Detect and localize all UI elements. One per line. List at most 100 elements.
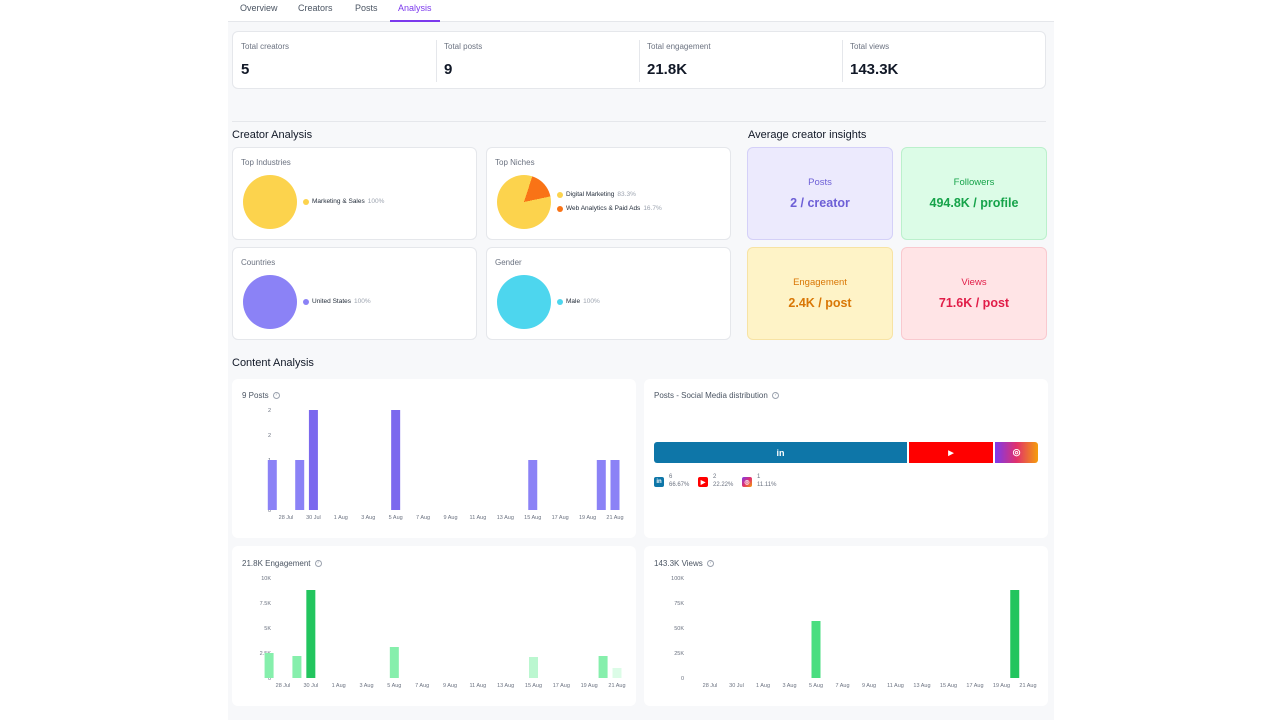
legend-item: Male 100% — [557, 298, 600, 305]
content-analysis-title: Content Analysis — [232, 357, 314, 369]
insight-label: Followers — [953, 177, 995, 188]
bar — [811, 621, 821, 678]
tab-overview[interactable]: Overview — [240, 3, 278, 13]
y-tick-label: 75K — [674, 601, 684, 607]
help-icon[interactable]: ? — [272, 392, 280, 399]
stat-value: 9 — [444, 61, 453, 78]
legend-pct: 16.7% — [643, 205, 662, 212]
x-tick-label: 13 Aug — [497, 515, 514, 521]
insight-value: 71.6K / post — [938, 296, 1010, 310]
insight-label: Engagement — [793, 277, 847, 288]
linkedin-count: 6 — [669, 474, 673, 480]
social-distribution-card: Posts - Social Media distribution ? in ▶… — [644, 379, 1048, 538]
x-tick-label: 30 Jul — [306, 515, 321, 521]
legend-label: United States — [312, 298, 352, 305]
legend-label: Web Analytics & Paid Ads — [566, 205, 641, 212]
x-tick-label: 17 Aug — [553, 683, 570, 689]
y-tick-label: 0 — [681, 676, 684, 682]
tab-analysis[interactable]: Analysis — [398, 3, 432, 13]
insight-value: 2 / creator — [790, 196, 850, 210]
card-title: Top Industries — [241, 158, 291, 167]
instagram-share-bar[interactable]: ◎ — [995, 442, 1038, 463]
divider — [639, 40, 640, 82]
linkedin-icon: in — [654, 477, 664, 487]
bar — [1010, 590, 1020, 678]
x-tick-label: 7 Aug — [415, 683, 429, 689]
instagram-icon: ◎ — [1012, 447, 1021, 457]
chart-title-text: Posts - Social Media distribution — [654, 391, 768, 400]
youtube-count: 2 — [713, 474, 717, 480]
help-icon[interactable]: ? — [706, 560, 714, 567]
y-tick-label: 0 — [268, 508, 271, 514]
stat-label: Total creators — [241, 42, 290, 51]
chart-title-text: 9 Posts — [242, 391, 269, 400]
x-tick-label: 1 Aug — [332, 683, 346, 689]
x-tick-label: 3 Aug — [361, 515, 375, 521]
tab-bar: Overview Creators Posts Analysis — [228, 0, 1054, 22]
y-tick-label: 0 — [268, 676, 271, 682]
section-divider — [232, 121, 1046, 122]
y-tick-label: 2 — [268, 433, 271, 439]
bar — [267, 460, 277, 510]
legend-dot — [557, 191, 563, 198]
tab-posts[interactable]: Posts — [355, 3, 378, 13]
youtube-share-bar[interactable]: ▶ — [909, 442, 993, 463]
bar — [264, 653, 274, 678]
x-tick-label: 1 Aug — [756, 683, 770, 689]
x-tick-label: 30 Jul — [729, 683, 744, 689]
gender-card: Gender Male 100% — [486, 247, 731, 340]
linkedin-icon: in — [776, 447, 785, 458]
bar — [612, 668, 622, 678]
y-tick-label: 100K — [671, 576, 684, 582]
instagram-stats: 1 11.11% — [757, 474, 776, 488]
linkedin-share-bar[interactable]: in — [654, 442, 907, 463]
legend-pct: 100% — [354, 298, 371, 305]
pie-chart — [243, 275, 297, 329]
y-tick-label: 10K — [261, 576, 271, 582]
linkedin-stats: 6 66.67% — [669, 474, 689, 488]
top-niches-card: Top Niches Digital Marketing 83.3% Web A… — [486, 147, 731, 240]
x-tick-label: 7 Aug — [835, 683, 849, 689]
x-tick-label: 3 Aug — [359, 683, 373, 689]
y-tick-label: 25K — [674, 651, 684, 657]
countries-card: Countries United States 100% — [232, 247, 477, 340]
help-icon[interactable]: ? — [314, 560, 322, 567]
views-bar-chart: 0 25K 50K 75K 100K 28 Jul 30 Jul 1 Aug 3 Aug 5 Au… — [671, 576, 1036, 689]
x-tick-label: 21 Aug — [608, 683, 625, 689]
stat-total-posts: Total posts 9 — [436, 32, 639, 90]
x-tick-label: 3 Aug — [782, 683, 796, 689]
pie-chart — [491, 169, 557, 235]
legend-pct: 100% — [583, 298, 600, 305]
youtube-pct: 22.22% — [713, 482, 734, 488]
chart-title: 21.8K Engagement ? — [242, 559, 322, 568]
help-icon[interactable]: ? — [771, 392, 779, 399]
x-tick-label: 11 Aug — [469, 683, 486, 689]
stat-label: Total views — [850, 42, 890, 51]
x-tick-label: 9 Aug — [862, 683, 876, 689]
legend-dot — [557, 205, 563, 212]
x-tick-label: 28 Jul — [279, 515, 294, 521]
y-tick-label: 5K — [264, 626, 271, 632]
analysis-page: Overview Creators Posts Analysis Total c… — [228, 0, 1054, 720]
bar — [308, 410, 318, 510]
x-tick-label: 21 Aug — [1019, 683, 1036, 689]
legend-item: Web Analytics & Paid Ads 16.7% — [557, 205, 662, 212]
legend-dot — [557, 298, 563, 305]
x-tick-label: 19 Aug — [993, 683, 1010, 689]
instagram-icon: ◎ — [742, 477, 752, 487]
x-tick-label: 13 Aug — [497, 683, 514, 689]
tab-creators[interactable]: Creators — [298, 3, 333, 13]
legend-item: United States 100% — [303, 298, 371, 305]
divider — [436, 40, 437, 82]
legend-dot — [303, 298, 309, 305]
youtube-icon: ▶ — [948, 449, 954, 457]
bar — [391, 410, 401, 510]
stat-value: 21.8K — [647, 61, 688, 78]
insight-followers: Followers 494.8K / profile — [901, 147, 1047, 240]
x-tick-label: 9 Aug — [443, 683, 457, 689]
bar — [528, 460, 538, 510]
insight-value: 2.4K / post — [788, 296, 852, 310]
x-tick-label: 21 Aug — [606, 515, 623, 521]
bar — [529, 657, 538, 678]
